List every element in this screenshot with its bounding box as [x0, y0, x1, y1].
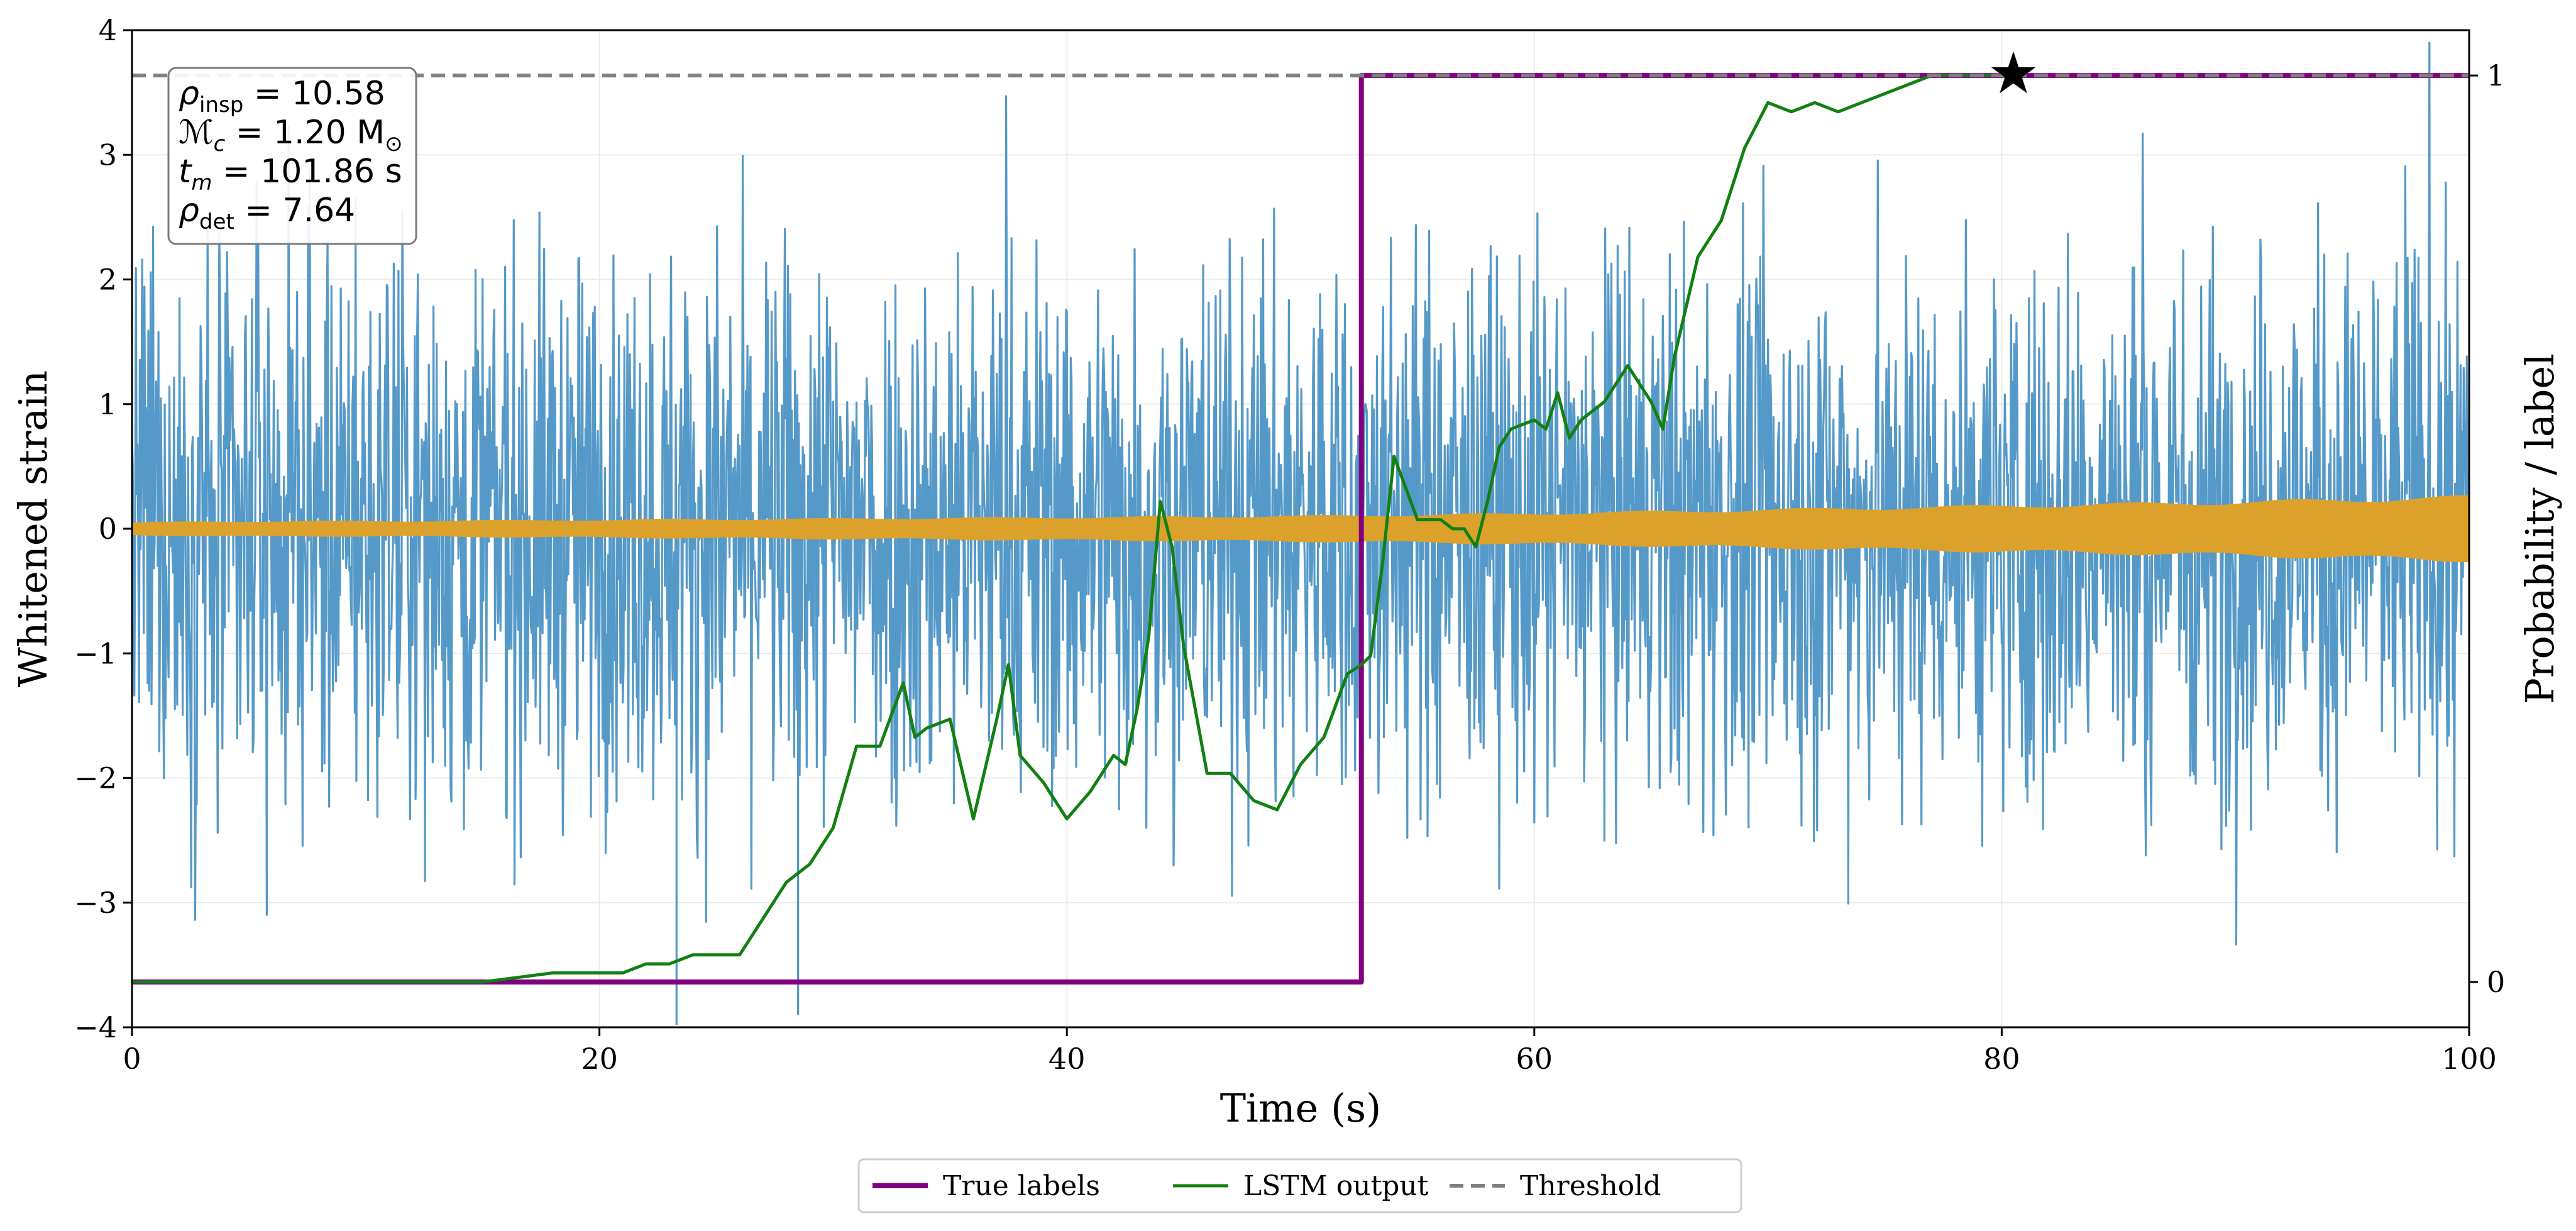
detection-star-marker: ★ [1988, 40, 2039, 107]
x-tick-label: 100 [2441, 1042, 2497, 1076]
x-tick-label: 0 [123, 1042, 141, 1076]
x-tick-label: 60 [1516, 1042, 1553, 1076]
annotation-line: ρinsp = 10.58 [179, 75, 385, 118]
annotation-line: ρdet = 7.64 [179, 192, 355, 235]
y-left-tick-label: −1 [74, 636, 117, 670]
y-left-tick-label: 2 [99, 263, 117, 297]
y-left-tick-label: 1 [99, 387, 117, 421]
series-layer: ★ [132, 40, 2469, 985]
legend-label-threshold: Threshold [1520, 1170, 1661, 1202]
noise-trace [131, 41, 2470, 946]
legend: True labels LSTM output Threshold [857, 1158, 1742, 1213]
y-left-tick-label: −2 [74, 761, 117, 795]
y-left-tick-label: −4 [74, 1010, 117, 1044]
y-left-tick-label: 4 [99, 13, 117, 47]
y-left-tick-label: −3 [74, 886, 117, 920]
annotation-line: ℳc = 1.20 M⊙ [179, 114, 403, 157]
x-tick-label: 20 [581, 1042, 618, 1076]
x-tick-label: 80 [1983, 1042, 2020, 1076]
annotation-frame [167, 67, 417, 245]
y-axis-label-left: Whitened strain [10, 370, 56, 687]
y-axis-label-right: Probability / label [2517, 353, 2563, 704]
legend-frame [857, 1158, 1742, 1213]
legend-label-lstm-output: LSTM output [1243, 1170, 1429, 1202]
y-right-tick-label: 1 [2487, 58, 2505, 92]
signal-envelope [132, 495, 2469, 563]
lstm-output-line [132, 74, 2013, 984]
y-left-tick-label: 0 [99, 512, 117, 546]
x-tick-label: 40 [1049, 1042, 1086, 1076]
y-right-tick-label: 0 [2487, 965, 2505, 999]
annotation-line: tm = 101.86 s [179, 153, 402, 196]
legend-label-true-labels: True labels [943, 1170, 1100, 1202]
signal-band [132, 495, 2469, 563]
y-left-tick-label: 3 [99, 138, 117, 172]
noise-series [131, 41, 2470, 1025]
x-axis-label: Time (s) [1220, 1085, 1382, 1131]
